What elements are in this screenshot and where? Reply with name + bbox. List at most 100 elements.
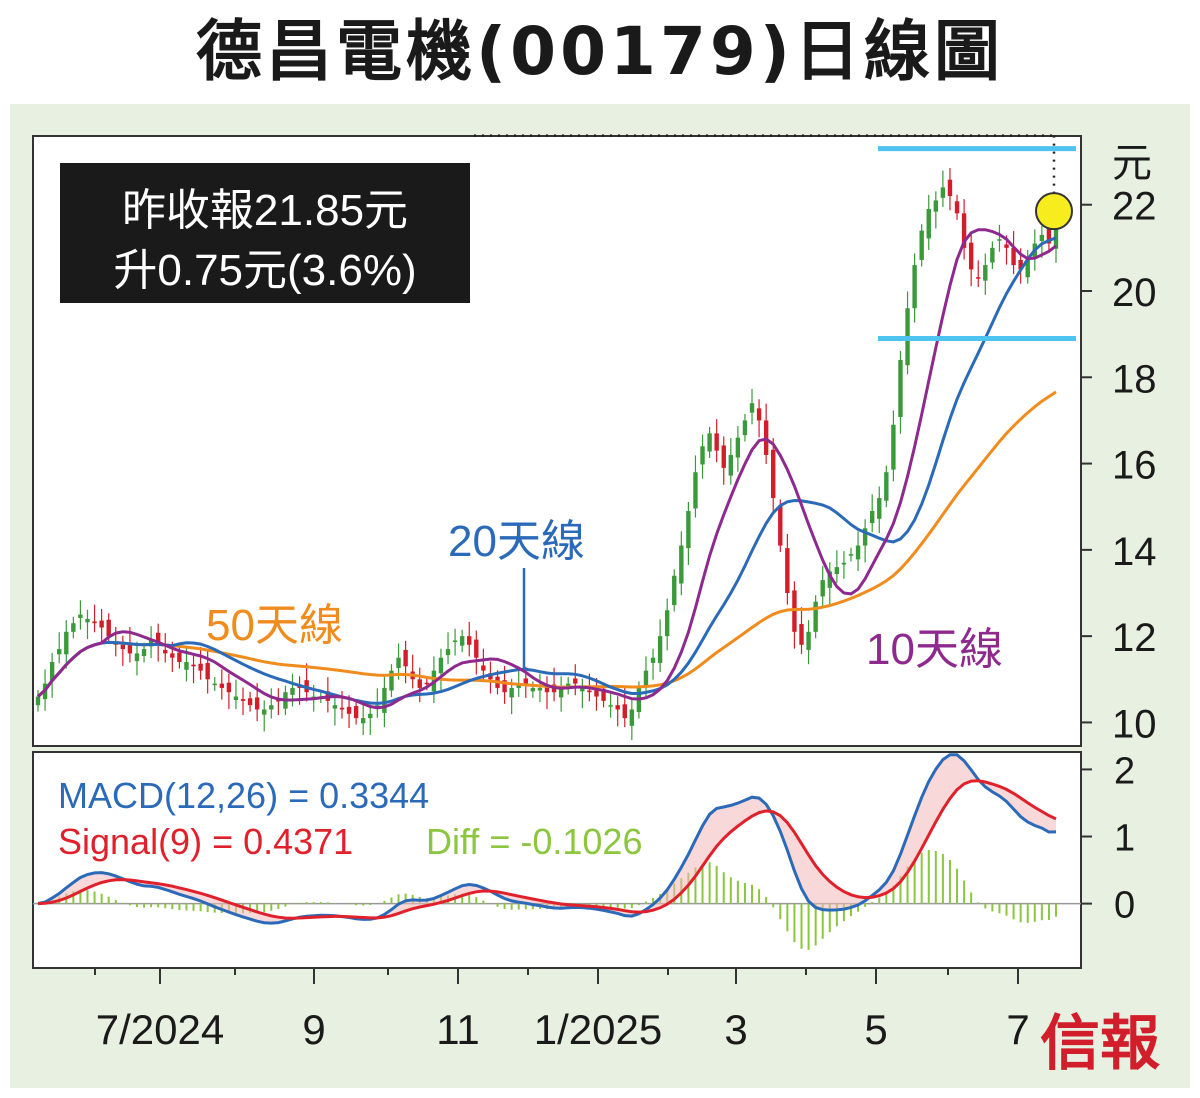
price-ytick-label: 18 — [1112, 357, 1157, 401]
candle-body — [120, 644, 126, 650]
candle-body — [558, 687, 564, 698]
candle-body — [290, 687, 295, 695]
xtick-label: 11 — [436, 1006, 480, 1053]
candle-body — [877, 498, 882, 519]
xtick-label: 3 — [724, 1006, 747, 1053]
candle-body — [544, 685, 550, 693]
candle-body — [919, 230, 924, 260]
candle-body — [49, 662, 55, 682]
diff-legend: Diff = -0.1026 — [426, 821, 642, 862]
candle-body — [219, 683, 225, 688]
candle-body — [608, 705, 613, 707]
candle-body — [226, 682, 232, 693]
signal-legend: Signal(9) = 0.4371 — [58, 821, 353, 862]
chart-title: 德昌電機(00179)日線圖 — [196, 13, 1004, 90]
candle-body — [530, 687, 536, 692]
candle-body — [622, 704, 627, 719]
candle-body — [912, 265, 917, 309]
macd-line — [37, 753, 1057, 925]
candle-body — [976, 277, 981, 279]
candle-body — [700, 446, 705, 465]
candle-body — [438, 657, 444, 674]
brand-logo: 信報 — [1040, 1009, 1160, 1079]
candle-body — [360, 718, 366, 724]
candle-body — [827, 571, 832, 588]
candle-body — [806, 631, 811, 650]
candle-body — [997, 239, 1002, 241]
candle-body — [643, 670, 649, 686]
candle-body — [106, 619, 111, 637]
candle-body — [403, 649, 408, 667]
candle-body — [749, 403, 755, 413]
candle-body — [940, 187, 946, 198]
candle-body — [134, 653, 140, 662]
candle-body — [509, 687, 514, 698]
candle-body — [1025, 256, 1030, 278]
candle-body — [64, 631, 69, 655]
ma10-label: 10天線 — [866, 625, 1003, 674]
macd-signal-fill — [38, 754, 1056, 924]
candle-body — [452, 640, 458, 642]
candle-body — [1018, 259, 1023, 270]
candle-body — [353, 706, 359, 719]
candle-body — [240, 699, 246, 701]
ma20-label: 20天線 — [448, 517, 585, 566]
candle-body — [629, 709, 635, 726]
candle-body — [417, 679, 422, 688]
candle-body — [721, 445, 726, 468]
candle-body — [198, 663, 203, 671]
candle-body — [537, 687, 543, 691]
xtick-label: 7/2024 — [96, 1006, 224, 1053]
macd-ytick-label: 2 — [1114, 750, 1135, 792]
candle-body — [587, 690, 592, 693]
candle-body — [742, 420, 748, 436]
candle-body — [474, 639, 479, 658]
price-ytick-label: 14 — [1112, 530, 1157, 574]
candle-body — [961, 213, 967, 248]
candle-body — [983, 265, 988, 281]
signal-line — [37, 779, 1057, 920]
price-ytick-label: 16 — [1112, 444, 1157, 488]
candle-body — [184, 662, 189, 670]
candle-body — [728, 454, 734, 476]
candle-body — [714, 433, 719, 451]
xtick-label: 7 — [1006, 1006, 1029, 1053]
candle-body — [467, 636, 472, 645]
info-box — [60, 163, 470, 303]
candle-body — [389, 670, 394, 691]
price-ytick-label: 10 — [1112, 702, 1157, 746]
price-ytick-label: 20 — [1112, 271, 1157, 315]
candle-body — [205, 662, 210, 680]
candle-body — [254, 697, 260, 710]
candle-body — [756, 408, 762, 421]
candle-body — [78, 614, 83, 619]
candle-body — [1011, 247, 1016, 266]
candle-body — [799, 624, 804, 645]
candle-body — [601, 688, 606, 701]
candle-body — [269, 705, 274, 710]
candle-body — [933, 200, 939, 212]
ma50-label: 50天線 — [206, 601, 343, 650]
candle-body — [686, 511, 691, 549]
candle-body — [820, 580, 825, 597]
candle-body — [594, 689, 599, 697]
candle-body — [459, 636, 465, 646]
candle-body — [855, 545, 861, 560]
candle-body — [99, 620, 104, 628]
candle-body — [693, 472, 698, 509]
candle-body — [85, 618, 90, 623]
candle-body — [926, 209, 931, 239]
candle-body — [1046, 227, 1052, 244]
candle-body — [968, 242, 974, 270]
candle-body — [368, 713, 373, 719]
macd-legend: MACD(12,26) = 0.3344 — [58, 775, 429, 816]
candle-body — [792, 590, 797, 632]
xtick-label: 1/2025 — [534, 1006, 662, 1053]
candle-body — [481, 665, 486, 671]
candle-body — [813, 601, 818, 632]
candle-body — [848, 554, 854, 556]
macd-layer — [33, 753, 1081, 950]
candle-body — [35, 696, 41, 706]
candle-body — [679, 545, 684, 584]
